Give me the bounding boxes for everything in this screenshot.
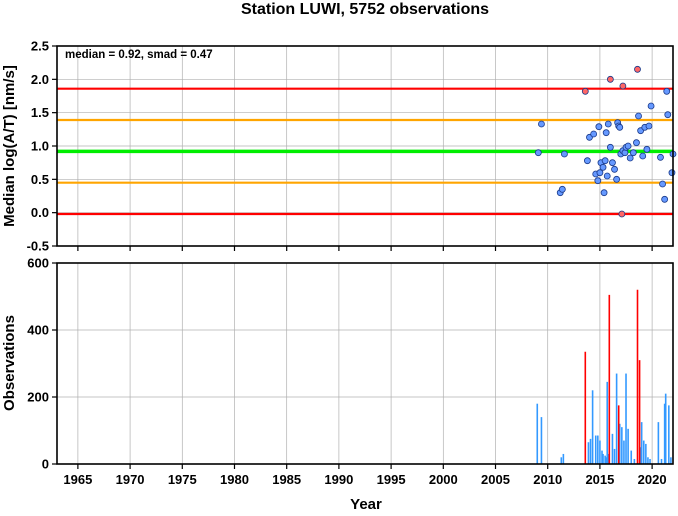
top-y-tick-label: 1.5 (31, 105, 49, 120)
data-point (663, 87, 671, 95)
bottom-x-tick-label: 2005 (481, 472, 510, 487)
data-point (611, 165, 618, 173)
top-y-axis-label: Median log(A/T) [nm/s] (1, 65, 18, 227)
top-y-tick-label: 0.5 (31, 172, 49, 187)
data-point (583, 157, 591, 165)
data-point (664, 111, 672, 119)
bottom-x-tick-label: 2015 (585, 472, 614, 487)
data-point (606, 143, 614, 151)
data-point (603, 172, 611, 180)
bottom-x-tick-label: 1985 (272, 472, 301, 487)
top-y-tick-label: 1.0 (31, 139, 49, 154)
bottom-y-ticks: 0 200 400 600 (27, 256, 57, 472)
top-y-tick-label: 0.0 (31, 205, 49, 220)
bottom-x-tick-label: 1965 (63, 472, 92, 487)
data-point (616, 123, 624, 131)
stats-annotation: median = 0.92, smad = 0.47 (65, 49, 213, 61)
data-point (602, 129, 610, 137)
bottom-x-tick-label: 2020 (638, 472, 667, 487)
data-point (668, 169, 676, 177)
data-point (581, 87, 589, 95)
top-y-tick-label: 2.0 (31, 72, 49, 87)
data-point (558, 185, 566, 193)
data-point (538, 120, 545, 128)
bottom-frame (56, 262, 674, 465)
data-point (604, 120, 612, 128)
data-point (534, 149, 542, 157)
data-point (613, 175, 621, 183)
data-point (633, 139, 640, 147)
bottom-y-tick-label: 0 (42, 457, 49, 472)
bottom-x-tick-label: 2000 (429, 472, 458, 487)
chart-title: Station LUWI, 5752 observations (241, 1, 489, 18)
data-point (643, 145, 651, 153)
data-point (619, 82, 627, 90)
bottom-y-tick-label: 400 (27, 323, 49, 338)
bottom-x-ticks: 1965 1970 1975 1980 1985 1990 1995 2000 2005 2010… (63, 464, 667, 487)
data-point (594, 177, 602, 185)
data-point (639, 152, 647, 160)
bottom-x-tick-label: 1990 (324, 472, 353, 487)
top-x-ticks (77, 246, 653, 251)
data-point (661, 195, 669, 203)
top-y-ticks: -0.5 0.0 0.5 1.0 1.5 2.0 2.5 (27, 39, 57, 254)
bottom-x-tick-label: 2010 (533, 472, 562, 487)
data-point (618, 210, 626, 218)
top-y-tick-label: -0.5 (27, 239, 49, 254)
data-point (595, 123, 603, 131)
observation-bars (536, 289, 672, 464)
bottom-grid (57, 262, 673, 465)
data-point (600, 189, 608, 197)
data-point (634, 65, 641, 73)
data-point (647, 102, 655, 110)
data-point (629, 149, 637, 157)
data-point (590, 130, 598, 138)
data-point (596, 169, 604, 177)
data-point (561, 150, 568, 158)
data-point (599, 163, 607, 171)
bottom-x-tick-label: 1970 (116, 472, 145, 487)
top-y-tick-label: 2.5 (31, 39, 49, 54)
bottom-y-tick-label: 600 (27, 256, 49, 271)
scatter-points (534, 65, 677, 218)
x-axis-label: Year (350, 496, 382, 511)
data-point (645, 122, 653, 130)
top-grid (57, 45, 673, 247)
data-point (657, 153, 664, 161)
data-point (626, 154, 634, 162)
data-point (606, 75, 614, 83)
bottom-x-tick-label: 1995 (377, 472, 406, 487)
data-point (635, 112, 642, 120)
bottom-x-tick-label: 1975 (168, 472, 197, 487)
data-point (601, 157, 609, 165)
bottom-x-tick-label: 1980 (220, 472, 249, 487)
data-point (624, 142, 632, 150)
data-point (659, 180, 666, 188)
reference-lines (57, 87, 673, 216)
bottom-y-tick-label: 200 (27, 390, 49, 405)
data-point (609, 159, 616, 167)
bottom-y-axis-label: Observations (1, 315, 18, 411)
